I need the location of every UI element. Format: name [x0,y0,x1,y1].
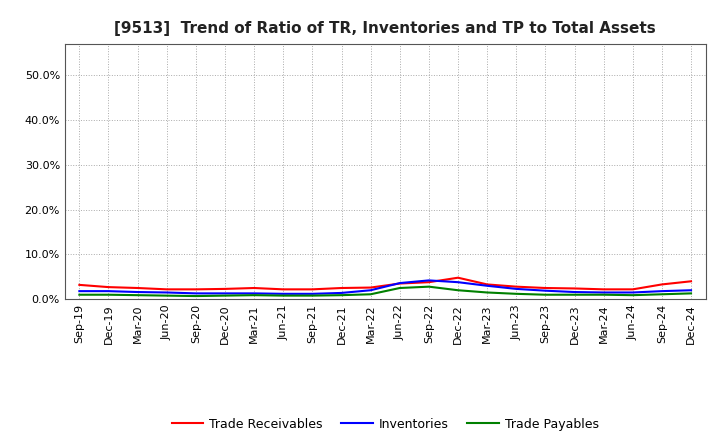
Inventories [395,280,404,286]
Inventories [192,291,200,296]
Trade Payables [163,293,171,298]
Trade Payables [104,292,113,297]
Inventories [104,289,113,294]
Trade Receivables [337,286,346,291]
Trade Payables [395,286,404,291]
Trade Receivables [163,287,171,292]
Inventories [599,290,608,295]
Inventories [308,291,317,297]
Trade Payables [337,293,346,298]
Trade Receivables [570,286,579,291]
Trade Receivables [512,284,521,290]
Inventories [250,291,258,296]
Trade Receivables [395,281,404,286]
Inventories [483,283,492,288]
Trade Payables [425,284,433,290]
Trade Receivables [75,282,84,287]
Inventories [337,290,346,296]
Title: [9513]  Trend of Ratio of TR, Inventories and TP to Total Assets: [9513] Trend of Ratio of TR, Inventories… [114,21,656,36]
Trade Receivables [279,287,287,292]
Trade Payables [220,293,229,298]
Trade Payables [599,292,608,297]
Trade Receivables [629,287,637,292]
Trade Receivables [599,287,608,292]
Inventories [75,289,84,294]
Trade Payables [570,292,579,297]
Trade Receivables [541,286,550,291]
Trade Payables [512,291,521,297]
Trade Payables [454,288,462,293]
Trade Payables [308,293,317,298]
Inventories [366,288,375,293]
Inventories [629,290,637,295]
Inventories [279,291,287,297]
Trade Payables [629,293,637,298]
Inventories [220,291,229,296]
Inventories [657,289,666,294]
Trade Receivables [133,286,142,291]
Trade Payables [75,292,84,297]
Trade Receivables [104,285,113,290]
Trade Payables [541,292,550,297]
Trade Receivables [657,282,666,287]
Trade Payables [192,293,200,299]
Line: Trade Payables: Trade Payables [79,287,691,296]
Inventories [133,290,142,295]
Trade Payables [483,290,492,295]
Trade Receivables [687,279,696,284]
Inventories [425,278,433,283]
Legend: Trade Receivables, Inventories, Trade Payables: Trade Receivables, Inventories, Trade Pa… [166,413,604,436]
Inventories [454,279,462,285]
Inventories [512,286,521,292]
Trade Payables [366,292,375,297]
Trade Receivables [192,287,200,292]
Inventories [570,290,579,295]
Trade Receivables [483,282,492,287]
Trade Receivables [250,286,258,291]
Trade Receivables [308,287,317,292]
Trade Payables [687,291,696,296]
Trade Receivables [425,279,433,285]
Trade Receivables [366,285,375,290]
Trade Payables [657,292,666,297]
Line: Inventories: Inventories [79,280,691,294]
Trade Payables [133,293,142,298]
Line: Trade Receivables: Trade Receivables [79,278,691,290]
Inventories [541,288,550,293]
Inventories [687,288,696,293]
Inventories [163,290,171,295]
Trade Receivables [220,286,229,292]
Trade Receivables [454,275,462,280]
Trade Payables [250,293,258,298]
Trade Payables [279,293,287,298]
